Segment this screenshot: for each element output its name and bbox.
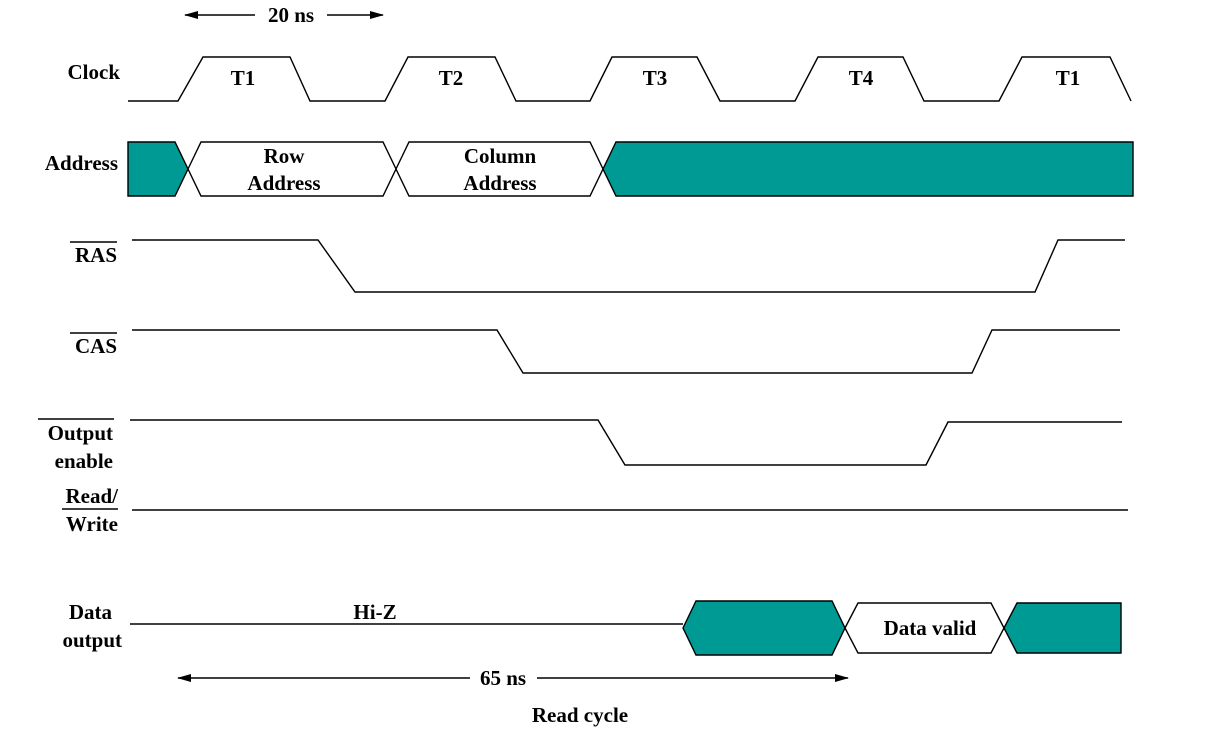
data-invalid-segment — [682, 600, 846, 656]
address-invalid-start — [127, 141, 189, 197]
read-write-row: Read/ Write — [62, 484, 1128, 536]
address-row: Address Row Address Column Address — [45, 141, 1134, 197]
address-label: Address — [45, 151, 118, 175]
clock-phase-t2: T2 — [439, 66, 464, 90]
cas-row: CAS — [70, 329, 1120, 374]
read-write-label-line2: Write — [66, 512, 118, 536]
clock-phase-t3: T3 — [643, 66, 668, 90]
address-invalid-end — [602, 141, 1134, 197]
data-output-label-line1: Data — [69, 600, 113, 624]
row-address-label-line2: Address — [247, 171, 320, 195]
clock-row: Clock T1 T2 T3 T4 T1 — [68, 56, 1132, 102]
cas-waveform — [132, 329, 1120, 374]
clock-waveform — [128, 56, 1132, 102]
column-address-label-line2: Address — [463, 171, 536, 195]
clock-phase-t1-next: T1 — [1056, 66, 1081, 90]
hiz-label: Hi-Z — [353, 600, 396, 624]
ras-row: RAS — [70, 239, 1125, 293]
ras-waveform — [132, 239, 1125, 293]
period-label: 20 ns — [268, 3, 314, 27]
read-cycle-label: Read cycle — [532, 703, 628, 727]
column-address-label-line1: Column — [464, 144, 537, 168]
ras-label: RAS — [75, 243, 117, 267]
access-time-label: 65 ns — [480, 666, 526, 690]
cas-label: CAS — [75, 334, 117, 358]
clock-phase-t1: T1 — [231, 66, 256, 90]
period-annotation: 20 ns — [184, 3, 384, 27]
clock-phase-t4: T4 — [849, 66, 874, 90]
read-write-label-line1: Read/ — [66, 484, 120, 508]
output-enable-label-line2: enable — [55, 449, 113, 473]
data-output-label-line2: output — [62, 628, 122, 652]
output-enable-waveform — [130, 419, 1122, 466]
clock-label: Clock — [68, 60, 121, 84]
output-enable-label-line1: Output — [48, 421, 113, 445]
output-enable-row: Output enable — [38, 418, 1122, 473]
row-address-label-line1: Row — [264, 144, 306, 168]
data-output-row: Data output Hi-Z Data valid — [62, 600, 1122, 656]
data-valid-label: Data valid — [884, 616, 977, 640]
access-time-annotation: 65 ns — [177, 666, 849, 690]
data-invalid-end — [1003, 602, 1122, 654]
